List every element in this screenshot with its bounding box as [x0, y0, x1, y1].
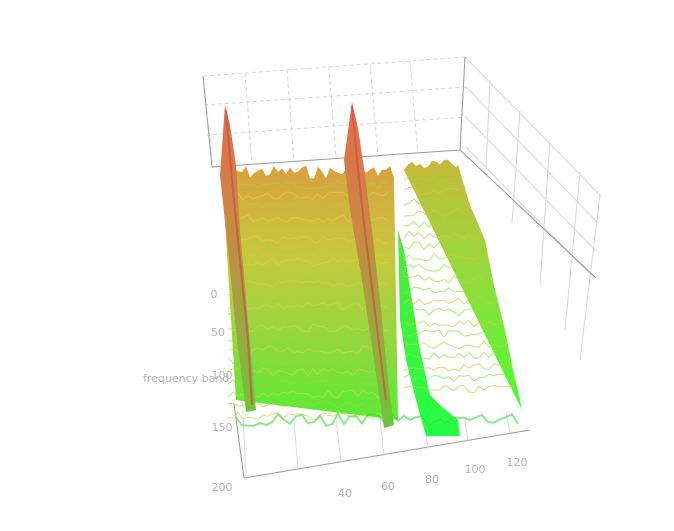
ridge-right-19 — [403, 384, 515, 394]
y-tick-50: 50 — [211, 326, 225, 339]
ridge-left-21 — [227, 411, 389, 421]
x-tick-80: 80 — [425, 473, 439, 486]
ridge-right-4 — [403, 219, 470, 229]
y-tick-100: 100 — [212, 369, 233, 382]
ridge-right-3 — [403, 208, 465, 218]
ridge-left-11 — [227, 301, 389, 311]
ridge-right-6 — [403, 241, 475, 251]
y-axis-label: frequency band — [143, 372, 229, 385]
ridge-left-13 — [227, 323, 389, 333]
grid — [202, 56, 601, 481]
ridge-right-1 — [403, 186, 460, 195]
surface — [220, 102, 522, 436]
y-tick-150: 150 — [212, 421, 233, 434]
ridge-left-16 — [227, 356, 389, 366]
trough-surface — [398, 230, 460, 436]
x-tick-40: 40 — [338, 487, 352, 500]
band-right-surface — [400, 159, 522, 410]
peak-left-ridge — [225, 109, 253, 406]
x-axis-ticks: 40 60 80 100 120 — [338, 456, 528, 500]
ridge-right-13 — [403, 319, 500, 328]
ridge-right-2 — [403, 197, 465, 207]
ridge-right-17 — [403, 362, 515, 372]
ridge-right-14 — [403, 329, 505, 339]
ridge-right-10 — [403, 286, 490, 294]
ridge-left-18 — [227, 378, 389, 388]
ridge-left-15 — [227, 345, 389, 355]
x-tick-100: 100 — [465, 463, 486, 476]
ridge-right-8 — [403, 263, 485, 272]
ridge-left-10 — [227, 290, 389, 300]
ridge-left-17 — [227, 367, 389, 377]
y-tick-0: 0 — [211, 288, 218, 301]
x-tick-120: 120 — [507, 456, 528, 469]
ridge-right-18 — [403, 373, 515, 383]
ridge-right-7 — [403, 252, 480, 262]
peak-center-ridge — [351, 105, 387, 401]
front-edge — [235, 412, 519, 427]
ridge-left-9 — [227, 279, 389, 289]
ridge-right-0 — [403, 175, 455, 185]
ridge-right-12 — [403, 307, 495, 317]
y-axis-ticks: 0 50 100 150 200 — [211, 288, 233, 494]
ridge-right-9 — [403, 274, 485, 284]
x-tick-60: 60 — [381, 480, 395, 493]
ridge-left-14 — [227, 334, 389, 344]
ridge-left-12 — [227, 312, 389, 322]
ridge-right-5 — [403, 230, 475, 240]
ridge-right-11 — [403, 296, 495, 306]
y-tick-200: 200 — [212, 481, 233, 494]
ridge-right-15 — [403, 340, 505, 350]
ridge-right-16 — [403, 351, 510, 360]
